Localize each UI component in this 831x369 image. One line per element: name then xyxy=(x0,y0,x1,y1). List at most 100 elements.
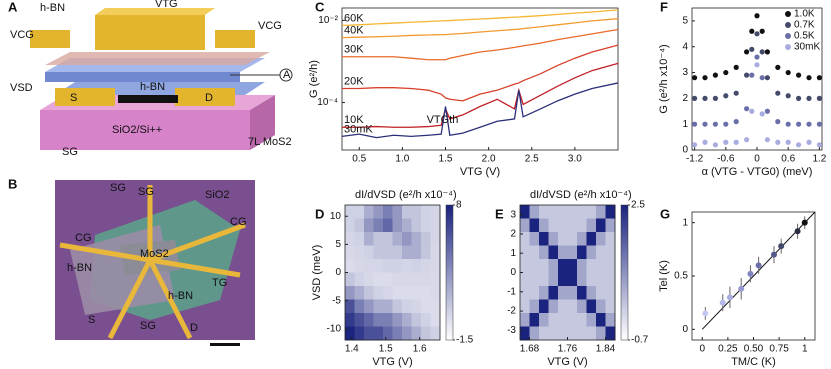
schematic-label: h-BN xyxy=(40,2,65,14)
line-series xyxy=(341,9,619,27)
heat-cell xyxy=(392,259,403,273)
series-label: 60K xyxy=(344,12,364,24)
heat-cell xyxy=(411,205,422,219)
heat-cell xyxy=(383,218,393,233)
scatter-point xyxy=(754,62,760,68)
heat-cell xyxy=(430,245,441,260)
heat-cell xyxy=(392,245,403,260)
heat-cell xyxy=(383,245,393,260)
schematic-label: S xyxy=(70,92,77,104)
panel-letter: G xyxy=(660,206,670,221)
heat-cell xyxy=(430,272,441,287)
y-tick-label: 10 xyxy=(330,211,342,222)
heat-cell xyxy=(345,286,355,300)
scatter-point xyxy=(692,121,698,127)
heat-cell xyxy=(529,259,540,273)
heat-cell xyxy=(421,218,431,233)
scatter-point xyxy=(702,139,708,145)
heat-cell xyxy=(539,326,549,341)
heat-cell xyxy=(529,245,540,260)
scatter-point xyxy=(785,139,791,145)
micrograph-label: S xyxy=(88,314,95,326)
y-tick-label: 3 xyxy=(510,209,516,220)
heat-cell xyxy=(411,259,422,273)
heat-cell xyxy=(520,313,530,327)
heat-cell xyxy=(364,205,374,219)
scatter-point xyxy=(775,90,781,96)
heat-cell xyxy=(354,286,365,300)
scatter-point xyxy=(712,121,719,127)
legend-label: 1.0K xyxy=(794,9,815,20)
heat-cell xyxy=(586,299,597,314)
heat-cell xyxy=(586,218,597,233)
scatter-point xyxy=(764,137,771,143)
scatter-point xyxy=(733,64,739,70)
line-series xyxy=(342,44,619,102)
x-tick-label: 1.68 xyxy=(520,344,540,355)
y-tick-label: 2 xyxy=(510,229,516,240)
line-series xyxy=(341,18,619,39)
y-tick-label: -10 xyxy=(327,323,342,334)
panel-letter: E xyxy=(495,206,504,221)
heat-cell xyxy=(411,245,422,260)
y-tick-label: 0 xyxy=(510,267,516,278)
schematic-label: A xyxy=(283,69,291,81)
heat-cell xyxy=(421,245,431,260)
micrograph-label: SG xyxy=(138,186,154,198)
heat-cell xyxy=(596,218,606,233)
legend-marker xyxy=(785,11,791,17)
heat-cell xyxy=(430,259,441,273)
colorbar-label: 2.5 xyxy=(631,200,645,211)
scatter-point xyxy=(712,142,719,148)
y-tick-label: 10⁻² xyxy=(318,15,338,26)
heat-cell xyxy=(345,299,355,314)
scatter-point xyxy=(744,72,750,78)
point xyxy=(794,228,801,235)
heat-cell xyxy=(354,326,365,341)
heat-cell xyxy=(392,286,403,300)
heat-cell xyxy=(605,272,616,287)
heat-cell xyxy=(605,259,616,273)
heat-cell xyxy=(520,245,530,260)
heat-cell xyxy=(383,272,393,287)
x-tick-label: 1.84 xyxy=(596,344,616,355)
scatter-point xyxy=(702,121,708,127)
scatter-point xyxy=(759,28,765,34)
heat-cell xyxy=(392,299,403,314)
scatter-point xyxy=(806,75,812,81)
heat-cell xyxy=(430,205,441,219)
heat-cell xyxy=(567,313,578,327)
heat-cell xyxy=(577,218,587,233)
scatter-point xyxy=(744,137,750,143)
heat-cell xyxy=(383,313,393,327)
heat-cell xyxy=(402,299,412,314)
scatter-point xyxy=(816,75,823,81)
heat-cell xyxy=(586,326,597,341)
heatmap-title: dI/dVSD (e²/h x10⁻⁴) xyxy=(355,189,457,201)
heat-cell xyxy=(529,286,540,300)
x-tick-label: 1.4 xyxy=(345,344,359,355)
heat-cell xyxy=(529,218,540,233)
scatter-point xyxy=(806,95,812,101)
heat-cell xyxy=(402,313,412,327)
micrograph-label: SiO2 xyxy=(205,189,229,201)
micrograph-label: h-BN xyxy=(168,290,193,302)
line-series xyxy=(341,82,619,139)
heat-cell xyxy=(577,205,587,219)
scatter-point xyxy=(764,108,771,114)
scatter-point xyxy=(816,121,823,127)
heat-cell xyxy=(392,205,403,219)
heat-cell xyxy=(402,232,412,246)
heat-cell xyxy=(567,232,578,246)
y-tick-label: 5 xyxy=(682,16,688,27)
heat-cell xyxy=(430,232,441,246)
scatter-point xyxy=(785,69,791,76)
legend-marker xyxy=(785,33,791,39)
scatter-point xyxy=(759,49,765,55)
heat-cell xyxy=(402,286,412,300)
scatter-point xyxy=(733,139,739,145)
series-label: 30K xyxy=(344,44,364,56)
point xyxy=(755,262,762,269)
x-tick-label: 1.6 xyxy=(413,344,427,355)
y-axis-label: G (e²/h x10⁻⁴) xyxy=(658,44,670,113)
